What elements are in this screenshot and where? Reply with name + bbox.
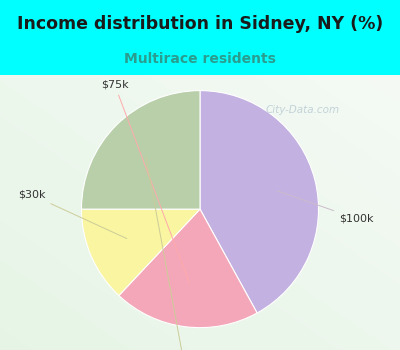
- Wedge shape: [119, 209, 257, 328]
- Text: City-Data.com: City-Data.com: [266, 105, 340, 115]
- Text: $50k: $50k: [146, 158, 200, 350]
- Text: Multirace residents: Multirace residents: [124, 52, 276, 66]
- Wedge shape: [200, 91, 318, 313]
- Text: Income distribution in Sidney, NY (%): Income distribution in Sidney, NY (%): [17, 15, 383, 33]
- Text: $75k: $75k: [101, 80, 189, 283]
- Text: $100k: $100k: [277, 191, 374, 224]
- Wedge shape: [82, 91, 200, 209]
- Wedge shape: [82, 209, 200, 295]
- Text: $30k: $30k: [18, 190, 127, 239]
